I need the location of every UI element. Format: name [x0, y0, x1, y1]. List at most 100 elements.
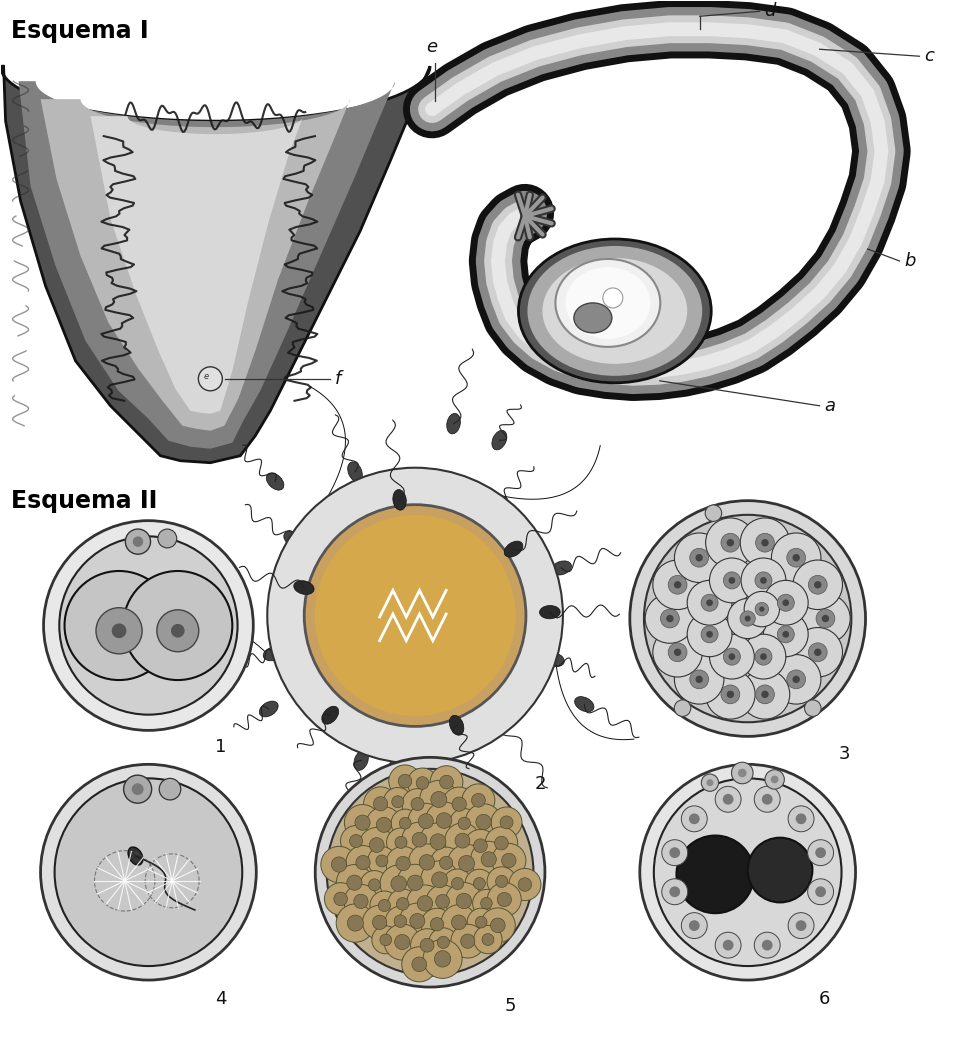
Circle shape — [765, 770, 784, 789]
Circle shape — [445, 882, 482, 920]
Circle shape — [706, 780, 713, 786]
Circle shape — [788, 912, 814, 938]
Circle shape — [721, 534, 740, 552]
Circle shape — [756, 685, 774, 704]
Circle shape — [437, 936, 449, 949]
Circle shape — [59, 537, 238, 714]
Ellipse shape — [354, 750, 368, 770]
Circle shape — [706, 631, 713, 637]
Circle shape — [496, 875, 507, 887]
Circle shape — [793, 628, 843, 677]
Circle shape — [755, 648, 772, 665]
Circle shape — [491, 807, 522, 838]
Circle shape — [787, 670, 805, 689]
Circle shape — [796, 814, 806, 824]
Circle shape — [396, 898, 409, 910]
Circle shape — [391, 876, 407, 892]
Circle shape — [395, 856, 410, 871]
Circle shape — [408, 803, 444, 839]
Ellipse shape — [389, 759, 402, 780]
Circle shape — [436, 813, 452, 828]
Circle shape — [715, 787, 741, 812]
Ellipse shape — [321, 706, 339, 725]
Circle shape — [640, 764, 855, 980]
Circle shape — [126, 529, 151, 554]
Circle shape — [508, 869, 541, 901]
Circle shape — [754, 932, 780, 958]
Text: 3: 3 — [839, 745, 850, 763]
Circle shape — [451, 877, 464, 890]
Circle shape — [485, 827, 518, 859]
Circle shape — [705, 504, 722, 521]
Circle shape — [398, 774, 412, 788]
Circle shape — [480, 898, 492, 909]
Text: 6: 6 — [819, 990, 830, 1008]
Circle shape — [199, 366, 222, 391]
Circle shape — [459, 855, 474, 872]
Circle shape — [112, 624, 127, 638]
Circle shape — [807, 879, 834, 905]
Ellipse shape — [544, 652, 564, 666]
Polygon shape — [19, 81, 395, 448]
Circle shape — [402, 822, 437, 857]
Circle shape — [419, 854, 434, 870]
Circle shape — [423, 939, 462, 979]
Circle shape — [450, 809, 479, 838]
Circle shape — [388, 889, 418, 919]
Text: 5: 5 — [505, 998, 515, 1015]
Circle shape — [777, 594, 794, 611]
Ellipse shape — [263, 647, 283, 661]
Circle shape — [793, 561, 843, 609]
Circle shape — [740, 518, 790, 568]
Circle shape — [389, 765, 421, 797]
Circle shape — [762, 939, 772, 951]
Circle shape — [472, 890, 501, 917]
Circle shape — [347, 875, 362, 891]
Ellipse shape — [543, 258, 688, 364]
Circle shape — [267, 468, 563, 763]
Circle shape — [421, 861, 459, 899]
Circle shape — [387, 828, 415, 856]
Circle shape — [354, 894, 368, 908]
Circle shape — [491, 918, 506, 933]
Circle shape — [419, 814, 433, 828]
Circle shape — [366, 807, 402, 843]
Circle shape — [755, 602, 768, 616]
Circle shape — [368, 879, 381, 891]
Circle shape — [727, 690, 734, 699]
Circle shape — [756, 534, 774, 552]
Circle shape — [473, 839, 487, 852]
Circle shape — [723, 794, 733, 804]
Circle shape — [402, 789, 433, 820]
Ellipse shape — [208, 592, 229, 604]
Circle shape — [439, 856, 453, 870]
Circle shape — [417, 896, 432, 911]
Circle shape — [760, 577, 767, 583]
Circle shape — [674, 581, 681, 589]
Circle shape — [320, 846, 357, 882]
Circle shape — [326, 769, 534, 976]
Circle shape — [370, 891, 399, 920]
Circle shape — [661, 879, 688, 905]
Circle shape — [334, 892, 348, 906]
Circle shape — [64, 571, 173, 680]
Circle shape — [801, 594, 850, 644]
Circle shape — [729, 653, 735, 660]
Circle shape — [495, 837, 508, 850]
Circle shape — [411, 797, 424, 811]
Circle shape — [764, 580, 808, 625]
Text: a: a — [825, 397, 836, 415]
Circle shape — [815, 847, 826, 858]
Circle shape — [458, 817, 470, 829]
Circle shape — [451, 924, 485, 958]
Circle shape — [814, 649, 821, 656]
Circle shape — [744, 592, 779, 627]
Circle shape — [487, 882, 521, 917]
Circle shape — [470, 841, 506, 877]
Circle shape — [356, 855, 370, 870]
Circle shape — [157, 609, 199, 652]
Circle shape — [386, 906, 415, 936]
Circle shape — [482, 933, 494, 946]
Circle shape — [476, 814, 491, 829]
Circle shape — [380, 934, 392, 946]
